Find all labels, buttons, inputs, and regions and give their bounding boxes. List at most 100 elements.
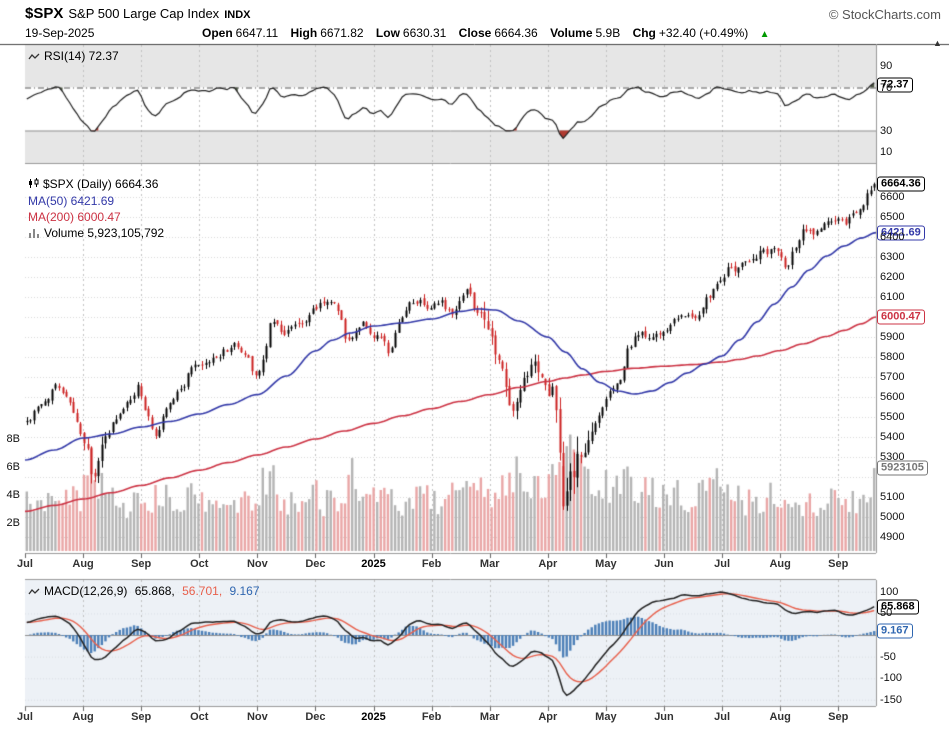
ma200-legend: MA(200) 6000.47	[28, 210, 121, 224]
price-axis-tick: 5600	[880, 391, 905, 403]
close-price-badge: 6664.36	[877, 176, 925, 192]
month-label: Mar	[479, 558, 500, 570]
index-name: S&P 500 Large Cap Index	[68, 6, 220, 21]
month-label: Sep	[131, 711, 152, 723]
low-label: Low	[375, 26, 400, 40]
month-label: Oct	[190, 711, 209, 723]
volume-legend-text: Volume 5,923,105,792	[44, 226, 165, 240]
rsi-axis-tick: 90	[880, 60, 893, 72]
month-label: Mar	[479, 711, 500, 723]
month-label: May	[595, 558, 617, 570]
close-value: 6664.36	[494, 26, 538, 40]
month-label: Jun	[654, 711, 674, 723]
price-axis-tick: 5000	[880, 511, 905, 523]
macd-hist-badge: 9.167	[877, 623, 913, 639]
month-label: Aug	[769, 558, 791, 570]
volume-axis-tick: 4B	[6, 489, 20, 501]
price-axis-tick: 5400	[880, 431, 905, 443]
month-label: Apr	[538, 711, 558, 723]
price-axis-tick: 5900	[880, 331, 905, 343]
month-label: Sep	[131, 558, 152, 570]
quote-date: 19-Sep-2025	[25, 26, 95, 40]
macd-legend-name: MACD(12,26,9)	[44, 584, 128, 598]
month-label: Aug	[72, 711, 94, 723]
macd-signal-value: 56.701,	[182, 584, 223, 598]
macd-legend: MACD(12,26,9) 65.868, 56.701, 9.167	[28, 584, 260, 599]
macd-axis-tick: 100	[880, 585, 899, 598]
change-up-arrow-icon: ▲	[759, 29, 770, 40]
month-label: Jul	[714, 711, 731, 723]
month-label: Feb	[421, 558, 442, 570]
high-label: High	[290, 26, 318, 40]
price-axis-tick: 6400	[880, 231, 905, 243]
ma50-badge: 6421.69	[877, 225, 925, 241]
volume-axis-tick: 6B	[6, 461, 20, 473]
panel-collapse-icon[interactable]: ▲	[933, 38, 942, 48]
month-label: 2025	[361, 711, 386, 723]
month-label: Jul	[17, 711, 33, 723]
month-label: Nov	[246, 558, 268, 570]
macd-line-icon	[28, 585, 40, 599]
chg-label: Chg	[632, 26, 656, 40]
volume-bars-icon	[28, 227, 40, 241]
month-label: May	[595, 711, 617, 723]
volume-value: 5.9B	[595, 26, 621, 40]
symbol-title: $SPX	[25, 5, 64, 22]
open-value: 6647.11	[235, 26, 279, 40]
month-label: Jul	[714, 558, 731, 570]
month-label: Dec	[305, 711, 326, 723]
macd-hist-value: 9.167	[229, 584, 260, 598]
price-axis-tick: 6100	[880, 291, 905, 303]
price-axis-tick: 6200	[880, 271, 905, 283]
price-axis-tick: 5800	[880, 351, 905, 363]
candlestick-icon	[28, 178, 39, 192]
stockcharts-copyright: © StockCharts.com	[828, 7, 941, 22]
month-label: Apr	[538, 558, 558, 570]
month-label: 2025	[361, 558, 386, 570]
price-axis-tick: 5700	[880, 371, 905, 383]
volume-label: Volume	[550, 26, 593, 40]
rsi-legend: RSI(14) 72.37	[28, 49, 119, 64]
macd-value: 65.868,	[134, 584, 175, 598]
price-axis-tick: 6500	[880, 211, 905, 223]
chart-header: $SPX S&P 500 Large Cap Index INDX	[25, 5, 250, 22]
low-value: 6630.31	[402, 26, 447, 40]
price-axis-tick: 6300	[880, 251, 905, 263]
exchange-label: INDX	[224, 9, 251, 21]
price-axis-tick: 6600	[880, 191, 905, 203]
volume-badge: 5923105	[877, 460, 928, 476]
rsi-value-badge: 72.37	[877, 77, 913, 93]
rsi-legend-text: RSI(14) 72.37	[44, 49, 119, 63]
price-axis-tick: 5100	[880, 491, 905, 503]
open-label: Open	[202, 26, 233, 40]
price-legend-text: $SPX (Daily) 6664.36	[43, 177, 159, 191]
volume-legend: Volume 5,923,105,792	[28, 226, 164, 241]
macd-axis-tick: -50	[880, 650, 896, 663]
month-label: Sep	[828, 711, 849, 723]
rsi-axis-tick: 10	[880, 146, 893, 158]
volume-axis-tick: 8B	[6, 433, 20, 445]
month-label: Jul	[17, 558, 33, 570]
macd-axis-tick: -150	[880, 693, 903, 706]
rsi-axis-tick: 30	[880, 124, 893, 137]
price-axis-tick: 5300	[880, 451, 905, 463]
ma200-badge: 6000.47	[877, 309, 925, 325]
month-label: Aug	[72, 558, 94, 570]
month-label: Oct	[190, 558, 209, 570]
macd-value-badge: 65.868	[877, 599, 919, 615]
macd-axis-tick: 50	[880, 607, 893, 620]
close-label: Close	[458, 26, 492, 40]
price-legend: $SPX (Daily) 6664.36	[28, 177, 158, 192]
high-value: 6671.82	[320, 26, 364, 40]
month-label: Jun	[654, 558, 674, 570]
quote-row: Open 6647.11 High 6671.82 Low 6630.31 Close…	[202, 26, 770, 40]
rsi-line-icon	[28, 50, 40, 64]
month-label: Feb	[421, 711, 442, 723]
month-label: Sep	[828, 558, 849, 570]
month-label: Nov	[246, 711, 268, 723]
price-axis-tick: 5500	[880, 411, 905, 423]
rsi-axis-tick: 70	[880, 81, 893, 94]
macd-axis-tick: -100	[880, 672, 903, 685]
